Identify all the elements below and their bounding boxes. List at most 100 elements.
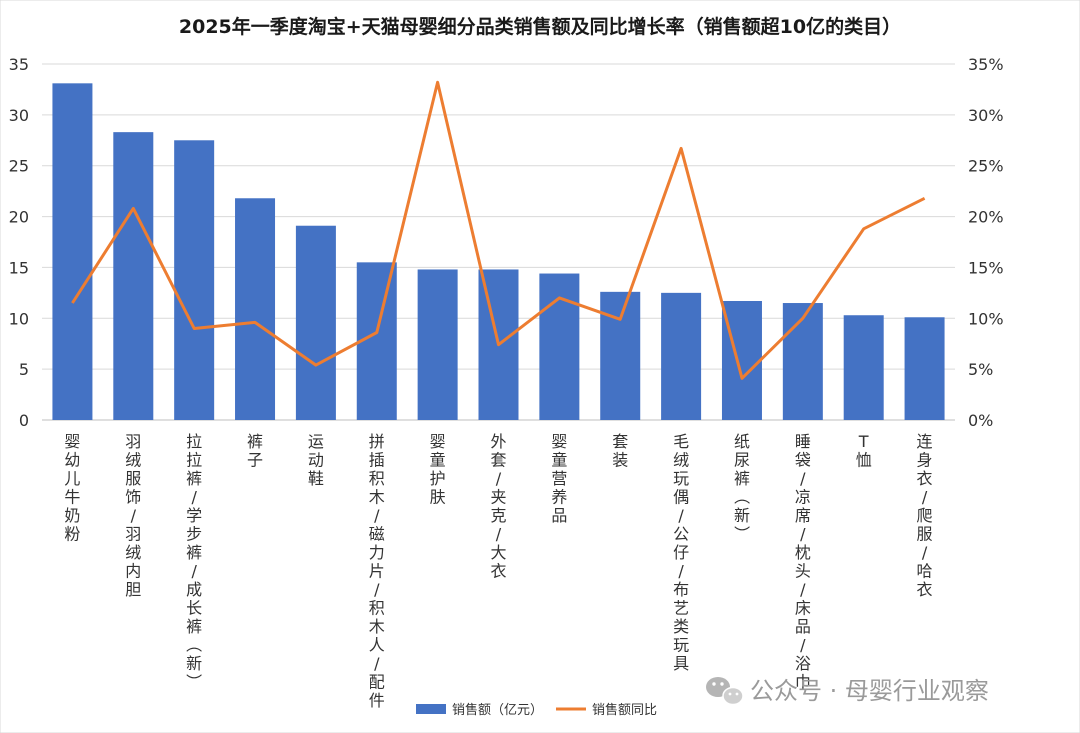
svg-text:内: 内: [125, 562, 141, 581]
svg-text:粉: 粉: [64, 525, 80, 544]
y-right-tick-label: 20%: [968, 208, 1004, 227]
svg-text:服: 服: [125, 469, 141, 488]
y-left-tick-label: 15: [9, 258, 29, 277]
svg-text:/: /: [678, 562, 684, 581]
svg-text:睡: 睡: [795, 432, 811, 451]
bar: [417, 269, 458, 420]
svg-text:牛: 牛: [64, 488, 80, 507]
svg-text:新: 新: [186, 654, 202, 673]
svg-text:绒: 绒: [125, 543, 141, 562]
svg-text:艺: 艺: [673, 599, 689, 618]
svg-text:件: 件: [369, 691, 385, 710]
svg-text:夹: 夹: [490, 488, 506, 507]
svg-text:纸: 纸: [734, 432, 750, 451]
svg-text:克: 克: [490, 506, 506, 525]
svg-text:片: 片: [369, 562, 385, 581]
svg-text:玩: 玩: [673, 469, 689, 488]
category-label: 裤子: [247, 432, 263, 470]
y-left-tick-label: 10: [9, 309, 29, 328]
svg-text:养: 养: [551, 488, 567, 507]
svg-text:拉: 拉: [186, 451, 202, 470]
svg-text:裤: 裤: [734, 469, 750, 488]
svg-text:枕: 枕: [795, 543, 811, 562]
category-label: 拉拉裤/学步裤/成长裤（新）: [184, 432, 203, 690]
svg-text:裤: 裤: [186, 617, 202, 636]
category-label: 连身衣/爬服/哈衣: [917, 432, 933, 599]
svg-text:护: 护: [430, 469, 446, 488]
svg-text:成: 成: [186, 580, 202, 599]
svg-text:/: /: [374, 580, 380, 599]
svg-text:人: 人: [369, 636, 385, 655]
category-label: 运动鞋: [308, 432, 324, 488]
svg-text:学: 学: [186, 506, 202, 525]
svg-text:品: 品: [551, 506, 567, 525]
svg-text:袋: 袋: [795, 451, 811, 470]
svg-text:婴: 婴: [430, 432, 446, 451]
svg-text:婴: 婴: [551, 432, 567, 451]
svg-text:配: 配: [369, 673, 385, 692]
bars: [52, 83, 945, 421]
wechat-icon: [706, 677, 744, 706]
y-left-tick-label: 0: [19, 411, 29, 430]
svg-text:裤: 裤: [186, 543, 202, 562]
svg-text:玩: 玩: [673, 636, 689, 655]
svg-text:/: /: [922, 488, 928, 507]
svg-text:/: /: [191, 488, 197, 507]
svg-text:胆: 胆: [125, 580, 141, 599]
watermark: 公众号 · 母婴行业观察: [706, 677, 989, 706]
y-right-tick-label: 10%: [968, 309, 1004, 328]
bar: [661, 292, 702, 420]
svg-text:积: 积: [369, 599, 385, 618]
svg-text:服: 服: [917, 525, 933, 544]
svg-text:裤: 裤: [186, 469, 202, 488]
bar: [235, 198, 276, 420]
yoy-line: [71, 80, 926, 380]
y-left-tick-label: 25: [9, 157, 29, 176]
y-right-tick-label: 35%: [968, 55, 1004, 74]
svg-text:/: /: [191, 562, 197, 581]
svg-text:磁: 磁: [369, 525, 385, 544]
svg-text:子: 子: [247, 451, 263, 470]
svg-text:连: 连: [917, 432, 933, 451]
svg-text:爬: 爬: [917, 506, 933, 525]
svg-text:拉: 拉: [186, 432, 202, 451]
y-left-tick-label: 30: [9, 106, 29, 125]
svg-text:毛: 毛: [673, 432, 689, 451]
y-right-tick-label: 0%: [968, 411, 993, 430]
bar: [782, 303, 823, 420]
svg-text:（: （: [184, 636, 203, 652]
svg-text:奶: 奶: [64, 506, 80, 525]
chart-title: 2025年一季度淘宝+天猫母婴细分品类销售额及同比增长率（销售额超10亿的类目）: [179, 15, 901, 38]
svg-text:衣: 衣: [917, 580, 933, 599]
category-labels: 婴幼儿牛奶粉羽绒服饰/羽绒内胆拉拉裤/学步裤/成长裤（新）裤子运动鞋拼插积木/磁…: [64, 432, 932, 710]
svg-text:/: /: [800, 580, 806, 599]
svg-text:衣: 衣: [917, 469, 933, 488]
svg-text:凉: 凉: [795, 488, 811, 507]
y-right-tick-label: 5%: [968, 360, 993, 379]
svg-text:类: 类: [673, 617, 689, 636]
svg-text:力: 力: [369, 543, 385, 562]
svg-text:/: /: [922, 543, 928, 562]
svg-text:床: 床: [795, 599, 811, 618]
bar: [843, 315, 884, 420]
svg-text:偶: 偶: [673, 488, 689, 507]
svg-text:营: 营: [551, 469, 567, 488]
svg-text:哈: 哈: [917, 562, 933, 581]
svg-text:外: 外: [490, 432, 506, 451]
legend: 销售额（亿元） 销售额同比: [416, 702, 657, 718]
svg-text:/: /: [678, 506, 684, 525]
svg-text:/: /: [496, 469, 502, 488]
svg-text:儿: 儿: [64, 469, 80, 488]
category-label: 纸尿裤（ 新）: [732, 432, 751, 542]
bar: [721, 300, 762, 420]
svg-text:绒: 绒: [125, 451, 141, 470]
svg-text:品: 品: [795, 617, 811, 636]
y-right-tick-label: 25%: [968, 157, 1004, 176]
svg-text:肤: 肤: [430, 488, 446, 507]
svg-text:巾: 巾: [795, 673, 811, 692]
svg-text:T: T: [858, 432, 869, 451]
